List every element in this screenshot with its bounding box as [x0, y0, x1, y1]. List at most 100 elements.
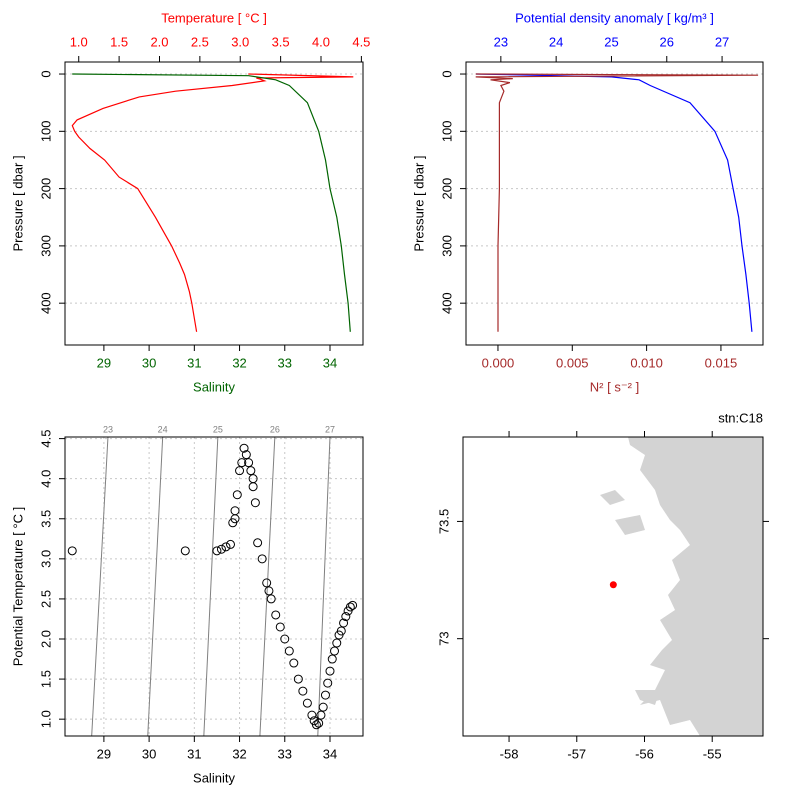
x-tick-label: 29: [97, 355, 111, 370]
isopycnal-label: 27: [325, 424, 335, 434]
ts-point: [330, 646, 340, 656]
plot-frame: [64, 436, 364, 737]
ts-point: [314, 718, 324, 728]
ts-point: [248, 482, 258, 492]
ts-point: [237, 458, 247, 468]
ts-point: [345, 602, 355, 612]
x-tick-label: 26: [660, 34, 674, 49]
land: [600, 437, 763, 736]
ts-point: [316, 710, 326, 720]
x-tick-label: 0.015: [705, 355, 738, 370]
island: [600, 490, 625, 505]
island: [615, 515, 645, 535]
x-tick-label: 25: [604, 34, 618, 49]
x-tick-label: 32: [232, 746, 246, 761]
y-tick-label: 3.0: [38, 550, 53, 568]
y-tick-label: 100: [439, 120, 454, 142]
y-tick-label: 300: [38, 235, 53, 257]
ts-point: [253, 538, 263, 548]
x-tick-label: 4.0: [312, 34, 330, 49]
ts-point: [257, 554, 267, 564]
isopycnal: [203, 436, 219, 737]
ts-point: [275, 622, 285, 632]
y-tick-label: 400: [439, 292, 454, 314]
ts-point: [327, 654, 337, 664]
x-tick-label: 34: [323, 746, 337, 761]
x-tick-label: 24: [549, 34, 563, 49]
x-tick-label: 23: [494, 34, 508, 49]
ts-point: [311, 720, 321, 730]
ts-point: [307, 710, 317, 720]
y-axis-label: Potential Temperature [ °C ]: [10, 507, 25, 667]
y-tick-label: 0: [439, 70, 454, 77]
ts-point: [232, 490, 242, 500]
plot-frame: [465, 61, 764, 346]
isopycnal: [317, 436, 331, 737]
isopycnal-label: 25: [213, 424, 223, 434]
ts-point: [212, 546, 222, 556]
y-tick-label: 4.0: [38, 470, 53, 488]
y-tick-label: 300: [439, 235, 454, 257]
y-tick-label: 400: [38, 292, 53, 314]
ts-point: [348, 600, 358, 610]
isopycnal: [91, 436, 109, 737]
ts-point: [250, 498, 260, 508]
isopycnal-label: 24: [158, 424, 168, 434]
x-tick-label: 30: [142, 746, 156, 761]
profile-line: [475, 73, 759, 332]
y-axis-label: Pressure [ dbar ]: [411, 155, 426, 251]
ts-point: [241, 450, 251, 460]
x-tick-label: -55: [703, 746, 722, 761]
y-tick-label: 200: [38, 178, 53, 200]
x-tick-label: 32: [232, 355, 246, 370]
profile-line: [71, 73, 354, 332]
x-tick-label: 2.0: [150, 34, 168, 49]
x-tick-label: 33: [278, 746, 292, 761]
x-axis-label: Salinity: [193, 770, 235, 785]
ts-point: [293, 674, 303, 684]
isopycnal: [147, 436, 164, 737]
y-tick-label: 73.5: [436, 509, 451, 534]
x-tick-label: 0.010: [630, 355, 663, 370]
y-tick-label: 2.5: [38, 590, 53, 608]
profile-line: [72, 73, 351, 332]
x-axis-label: Salinity: [193, 379, 235, 394]
plot-frame: [64, 61, 364, 346]
profile-line: [475, 73, 753, 332]
x-tick-label: 3.5: [272, 34, 290, 49]
station-label: stn:C18: [718, 410, 763, 425]
x-tick-label: 33: [278, 355, 292, 370]
ts-point: [230, 506, 240, 516]
ts-point: [325, 666, 335, 676]
x-tick-label: 27: [715, 34, 729, 49]
ts-point: [67, 546, 77, 556]
coastline: [628, 437, 763, 736]
ts-point: [339, 618, 349, 628]
x-tick-label: 0.000: [482, 355, 515, 370]
x-tick-label: 31: [187, 746, 201, 761]
isopycnal-label: 26: [270, 424, 280, 434]
ts-point: [336, 626, 346, 636]
x-tick-label: 29: [97, 746, 111, 761]
ts-point: [323, 678, 333, 688]
ts-point: [262, 578, 272, 588]
ts-point: [289, 658, 299, 668]
ts-point: [332, 638, 342, 648]
x-tick-label: -57: [567, 746, 586, 761]
ts-point: [180, 546, 190, 556]
x-tick-label: -58: [500, 746, 519, 761]
x-tick-label: 0.005: [556, 355, 589, 370]
y-tick-label: 200: [439, 178, 454, 200]
ts-point: [320, 690, 330, 700]
x-tick-label: -56: [635, 746, 654, 761]
y-tick-label: 0: [38, 70, 53, 77]
y-tick-label: 100: [38, 120, 53, 142]
ts-point: [302, 698, 312, 708]
y-tick-label: 4.5: [38, 430, 53, 448]
station: [609, 581, 617, 589]
y-tick-label: 3.5: [38, 510, 53, 528]
ts-point: [266, 594, 276, 604]
x-axis-label: Potential density anomaly [ kg/m³ ]: [515, 10, 714, 25]
x-axis-label: Temperature [ °C ]: [161, 10, 267, 25]
